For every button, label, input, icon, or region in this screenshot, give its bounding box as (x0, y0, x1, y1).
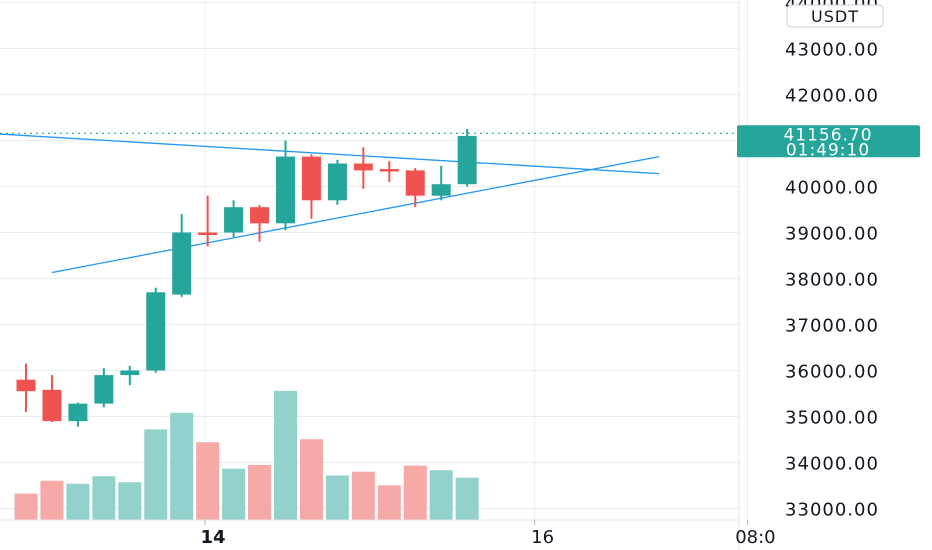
volume-bar (118, 482, 142, 520)
volume-bar (248, 464, 272, 520)
candle-body (379, 169, 399, 172)
candle-body (120, 370, 140, 376)
candle-body (68, 403, 88, 422)
candle (172, 214, 192, 297)
candle (457, 129, 477, 187)
y-tick-label: 38000.00 (785, 270, 879, 291)
volume-bar (351, 471, 375, 520)
volume-bar (325, 475, 349, 520)
candle (16, 363, 36, 412)
y-tick-label: 37000.00 (785, 316, 879, 337)
candle (198, 195, 218, 247)
time-axis[interactable]: 14 16 08:0 (201, 520, 776, 548)
candle-body (327, 163, 347, 201)
volume-bar (66, 483, 90, 520)
candle-body (94, 375, 114, 404)
y-tick-label: 39000.00 (785, 224, 879, 245)
candle-body (405, 170, 425, 196)
candle (224, 200, 244, 238)
volume-bar (170, 412, 194, 520)
x-tick-label: 08:0 (735, 527, 775, 548)
candle (250, 204, 270, 242)
last-price-value: 41156.70 (783, 125, 872, 145)
y-tick-label: 33000.00 (785, 500, 879, 521)
candle-body (16, 379, 36, 392)
candle (301, 154, 321, 219)
volume-bar (403, 465, 427, 520)
x-tick-label: 16 (531, 527, 554, 548)
candle-body (301, 156, 321, 201)
y-tick-label: 34000.00 (785, 454, 879, 475)
candle-body (172, 232, 192, 295)
candle (42, 375, 62, 423)
volume-bar (144, 429, 168, 520)
trendline-lower[interactable] (51, 155, 660, 274)
candle (405, 168, 425, 208)
volume-bar (299, 439, 323, 520)
candle-body (431, 184, 451, 196)
volume-bar (274, 390, 297, 520)
last-price-badge-bg (737, 125, 920, 158)
candlesticks (16, 129, 477, 427)
candle-body (457, 135, 477, 185)
y-tick-label: 42000.00 (785, 86, 879, 107)
candle (120, 365, 140, 386)
trendlines[interactable] (0, 124, 660, 274)
volume-bar (40, 480, 64, 520)
volume-bar (14, 493, 38, 520)
candle (276, 140, 295, 231)
volume-bars (14, 390, 479, 520)
trendline-upper[interactable] (0, 124, 660, 175)
candle-body (224, 207, 244, 233)
x-tick-label: 14 (201, 527, 226, 548)
y-tick-label: 35000.00 (785, 408, 879, 429)
y-tick-label: 43000.00 (785, 40, 879, 61)
last-price-badge: 41156.70 01:49:10 (737, 125, 920, 160)
candle (327, 159, 347, 205)
candle (146, 287, 166, 373)
volume-bar (92, 476, 116, 520)
volume-bar (455, 477, 479, 520)
candle-body (250, 207, 270, 224)
currency-text: USDT (811, 7, 859, 26)
volume-bar (222, 468, 246, 520)
candle-body (198, 232, 218, 235)
volume-bar (196, 442, 220, 520)
volume-bar (377, 485, 401, 520)
candle (353, 147, 373, 189)
last-price-countdown: 01:49:10 (786, 140, 870, 160)
candle (379, 161, 399, 182)
candle (68, 402, 88, 427)
volume-bar (429, 470, 453, 520)
y-tick-label: 36000.00 (785, 362, 879, 383)
y-tick-label: 40000.00 (785, 178, 879, 199)
candle-body (276, 156, 295, 224)
currency-label[interactable]: USDT (786, 4, 884, 28)
candle-body (146, 292, 166, 371)
candle (431, 165, 451, 201)
candle-body (353, 163, 373, 171)
candle-body (42, 389, 62, 422)
candle (94, 368, 114, 408)
